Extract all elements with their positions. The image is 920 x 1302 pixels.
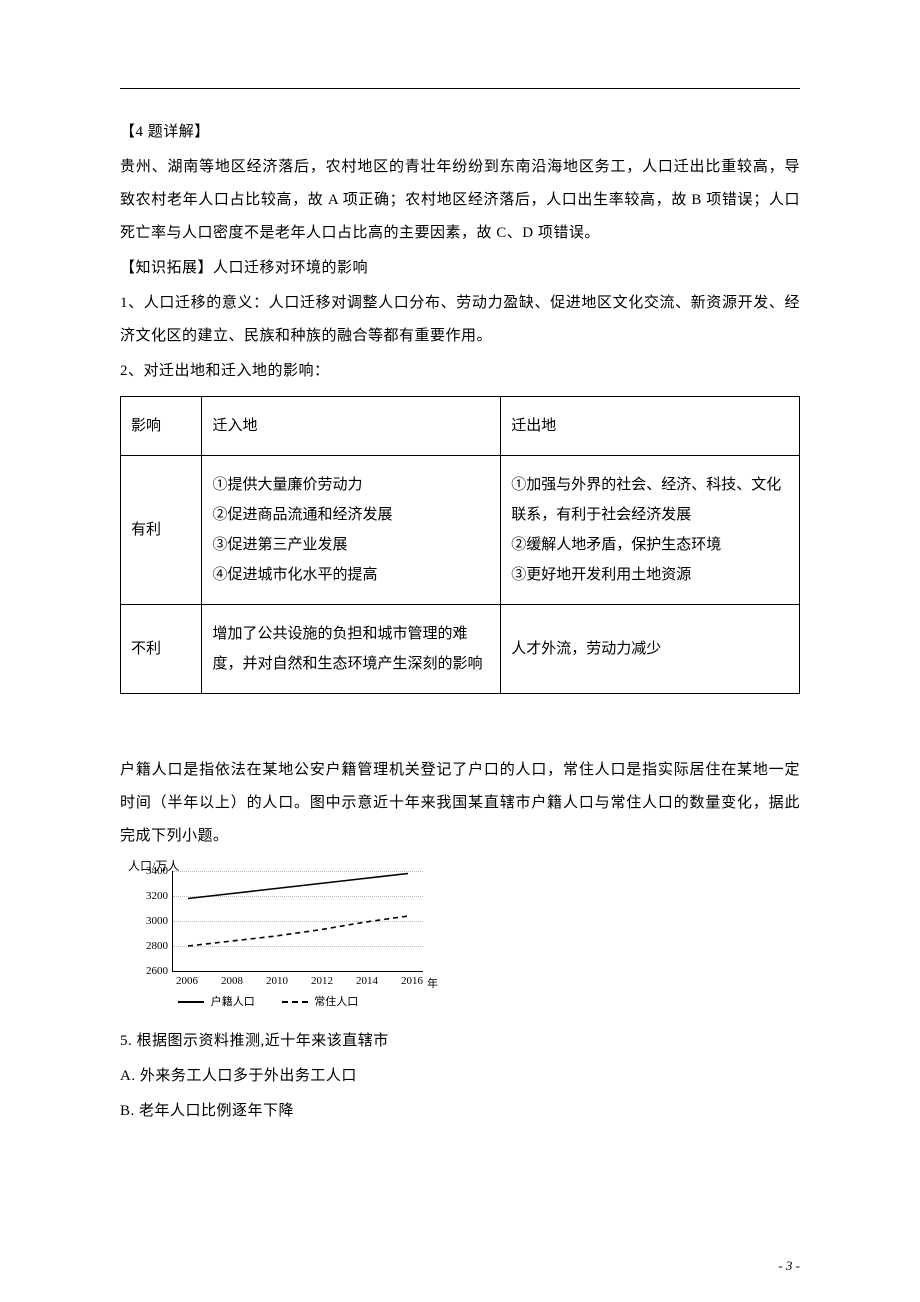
- top-rule: [120, 88, 800, 89]
- th-out: 迁出地: [501, 397, 800, 456]
- extension-title: 【知识拓展】人口迁移对环境的影响: [120, 252, 800, 285]
- xtick: 2012: [311, 975, 333, 987]
- table-header-row: 影响 迁入地 迁出地: [121, 397, 800, 456]
- ytick: 3200: [132, 890, 168, 902]
- xtick: 2010: [266, 975, 288, 987]
- legend-label: 户籍人口: [211, 996, 255, 1008]
- chart-lines: [173, 871, 423, 971]
- legend-item: 户籍人口: [178, 993, 255, 1009]
- content-area: 【4 题详解】 贵州、湖南等地区经济落后，农村地区的青壮年纷纷到东南沿海地区务工…: [120, 116, 800, 1130]
- legend-label: 常住人口: [314, 996, 358, 1008]
- x-axis-unit: 年: [427, 975, 438, 991]
- option-b: B. 老年人口比例逐年下降: [120, 1095, 800, 1128]
- row-in-cell: 增加了公共设施的负担和城市管理的难度，并对自然和生态环境产生深刻的影响: [202, 605, 501, 694]
- chart-legend: 户籍人口 常住人口: [178, 993, 382, 1009]
- row-label: 有利: [121, 456, 202, 605]
- option-a: A. 外来务工人口多于外出务工人口: [120, 1060, 800, 1093]
- row-out-cell: 人才外流，劳动力减少: [501, 605, 800, 694]
- stem-paragraph: 户籍人口是指依法在某地公安户籍管理机关登记了户口的人口，常住人口是指实际居住在某…: [120, 754, 800, 853]
- question-5: 5. 根据图示资料推测,近十年来该直辖市: [120, 1025, 800, 1058]
- ytick: 2800: [132, 940, 168, 952]
- legend-swatch-solid: [178, 1001, 204, 1003]
- legend-item: 常住人口: [282, 993, 359, 1009]
- th-in: 迁入地: [202, 397, 501, 456]
- xtick: 2014: [356, 975, 378, 987]
- ytick: 2600: [132, 965, 168, 977]
- xtick: 2006: [176, 975, 198, 987]
- extension-p2: 2、对迁出地和迁入地的影响：: [120, 355, 800, 388]
- row-out-cell: ①加强与外界的社会、经济、科技、文化联系，有利于社会经济发展 ②缓解人地矛盾，保…: [501, 456, 800, 605]
- population-chart: 人口/万人 2600 2800 3000 3200 3400 2006 2008…: [120, 865, 800, 1017]
- table-row: 不利 增加了公共设施的负担和城市管理的难度，并对自然和生态环境产生深刻的影响 人…: [121, 605, 800, 694]
- row-in-cell: ①提供大量廉价劳动力 ②促进商品流通和经济发展 ③促进第三产业发展 ④促进城市化…: [202, 456, 501, 605]
- ytick: 3400: [132, 865, 168, 877]
- ytick: 3000: [132, 915, 168, 927]
- plot-area: [172, 871, 423, 972]
- page-number: - 3 -: [778, 1258, 800, 1274]
- document-page: 【4 题详解】 贵州、湖南等地区经济落后，农村地区的青壮年纷纷到东南沿海地区务工…: [0, 0, 920, 1302]
- row-label: 不利: [121, 605, 202, 694]
- q4-paragraph: 贵州、湖南等地区经济落后，农村地区的青壮年纷纷到东南沿海地区务工，人口迁出比重较…: [120, 151, 800, 250]
- th-impact: 影响: [121, 397, 202, 456]
- q4-title: 【4 题详解】: [120, 116, 800, 149]
- xtick: 2016: [401, 975, 423, 987]
- table-row: 有利 ①提供大量廉价劳动力 ②促进商品流通和经济发展 ③促进第三产业发展 ④促进…: [121, 456, 800, 605]
- chart-canvas: 人口/万人 2600 2800 3000 3200 3400 2006 2008…: [120, 865, 430, 1017]
- extension-p1: 1、人口迁移的意义：人口迁移对调整人口分布、劳动力盈缺、促进地区文化交流、新资源…: [120, 287, 800, 353]
- legend-swatch-dashed: [282, 1001, 308, 1003]
- xtick: 2008: [221, 975, 243, 987]
- impact-table: 影响 迁入地 迁出地 有利 ①提供大量廉价劳动力 ②促进商品流通和经济发展 ③促…: [120, 396, 800, 694]
